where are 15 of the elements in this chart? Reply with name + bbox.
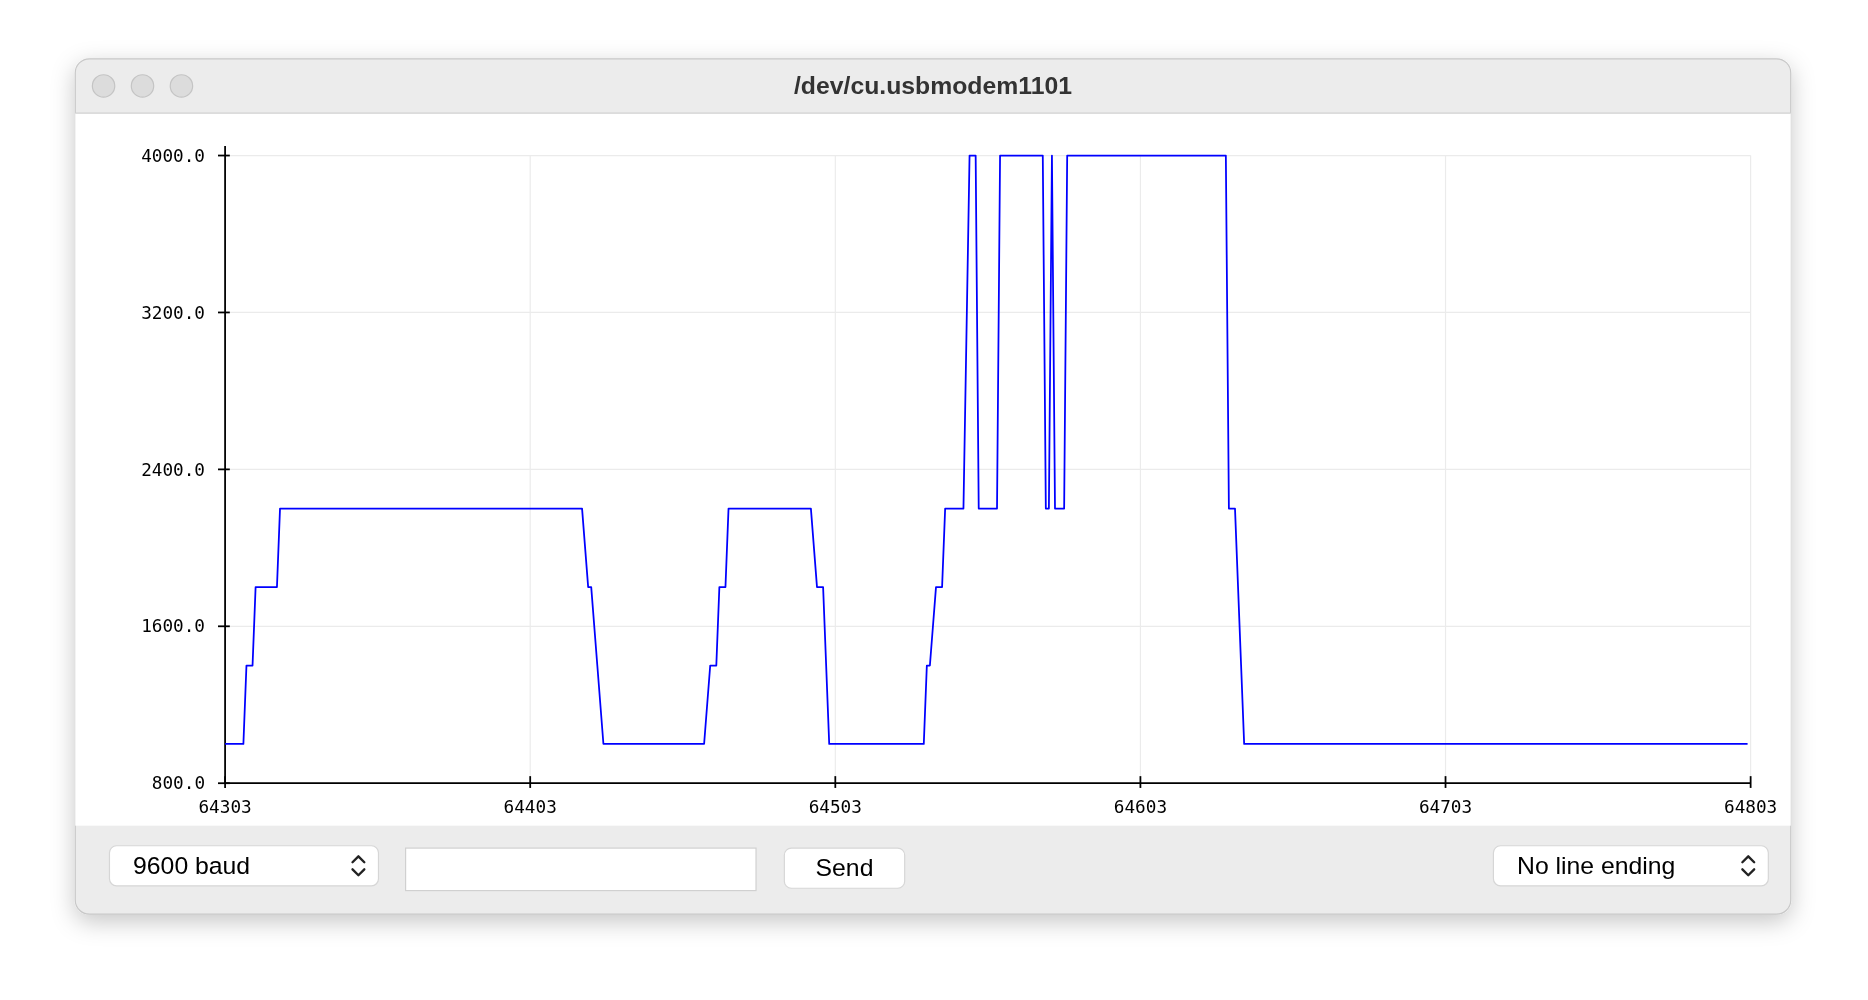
- x-tick-label: 64803: [1724, 796, 1778, 817]
- y-tick-label: 1600.0: [141, 616, 206, 637]
- y-tick-label: 3200.0: [141, 302, 206, 323]
- x-tick-label: 64503: [808, 796, 862, 817]
- y-tick-label: 800.0: [151, 773, 206, 794]
- y-tick-label: 2400.0: [141, 459, 206, 480]
- x-tick-label: 64403: [503, 796, 557, 817]
- x-tick-label: 64303: [198, 796, 252, 817]
- text: Send: [815, 854, 874, 882]
- text: 9600 baud: [133, 852, 251, 880]
- x-tick-label: 64603: [1113, 796, 1168, 817]
- x-tick-label: 64703: [1418, 796, 1473, 817]
- chart-title: /dev/cu.usbmodem1101: [793, 72, 1073, 100]
- text: No line ending: [1517, 852, 1676, 880]
- y-tick-label: 4000.0: [141, 145, 206, 166]
